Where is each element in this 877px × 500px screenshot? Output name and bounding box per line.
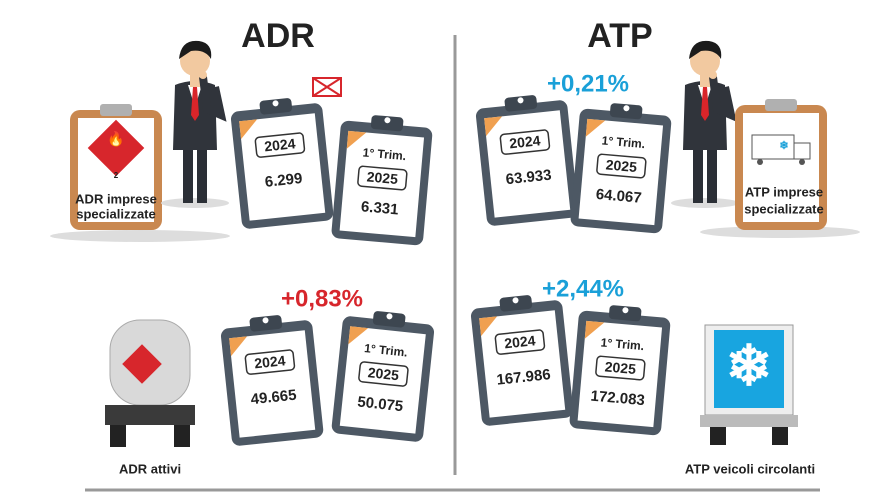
label: ADR attivi xyxy=(119,461,181,476)
value: 167.986 xyxy=(496,366,552,389)
corner xyxy=(584,320,605,339)
corner xyxy=(346,130,367,149)
paper xyxy=(484,110,571,218)
value: 6.299 xyxy=(264,170,303,191)
svg-text:🔥: 🔥 xyxy=(107,131,124,148)
label: ATP veicoli circolanti xyxy=(685,461,815,476)
corner xyxy=(479,316,498,337)
value: 63.933 xyxy=(505,167,552,189)
year: 2024 xyxy=(504,332,537,351)
clip-hole xyxy=(623,105,630,112)
paper xyxy=(479,310,566,418)
reefer-truck: ❄ xyxy=(700,324,798,445)
period: 1° Trim. xyxy=(600,335,645,353)
section-title: ADR xyxy=(241,17,315,55)
value: 172.083 xyxy=(590,388,646,410)
svg-text:❄: ❄ xyxy=(726,334,773,397)
clip xyxy=(504,95,538,112)
clip-hole xyxy=(262,317,269,324)
clip xyxy=(259,98,293,115)
year-box xyxy=(357,165,408,191)
year-box xyxy=(254,132,306,158)
clip-hole xyxy=(386,313,393,320)
corner xyxy=(585,118,606,137)
value: 64.067 xyxy=(595,186,642,207)
clipboard: 1° Trim. 2025 64.067 xyxy=(570,103,672,234)
clipboard: 1° Trim. 2025 172.083 xyxy=(569,305,671,436)
value: 50.075 xyxy=(357,393,404,415)
svg-text:❄: ❄ xyxy=(779,140,788,152)
paper xyxy=(229,330,316,438)
year-box xyxy=(596,153,647,179)
value: 6.331 xyxy=(360,198,399,218)
year-box xyxy=(595,355,646,381)
clip xyxy=(499,295,533,312)
corner xyxy=(239,119,258,140)
label: specializzate xyxy=(744,201,824,216)
label: specializzate xyxy=(76,206,156,221)
corner xyxy=(229,336,248,357)
year-box xyxy=(494,329,546,355)
clip-hole xyxy=(517,97,524,104)
change: +2,44% xyxy=(542,275,624,302)
value: 49.665 xyxy=(250,387,297,409)
year: 2025 xyxy=(604,358,637,377)
clipboard: 1° Trim. 2025 6.331 xyxy=(331,115,433,246)
corner xyxy=(348,326,369,345)
corner xyxy=(484,116,503,137)
clipboard: 1° Trim. 2025 50.075 xyxy=(331,311,435,442)
period: 1° Trim. xyxy=(601,133,646,151)
adr-board: 🔥 2 ADR imprese specializzate xyxy=(50,104,230,242)
image-placeholder xyxy=(312,77,342,97)
clip-hole xyxy=(272,100,279,107)
year-box xyxy=(358,361,409,387)
clip xyxy=(608,305,642,322)
atp-board: ❄ ATP imprese specializzate xyxy=(700,99,860,238)
period: 1° Trim. xyxy=(362,145,407,163)
change: +0,21% xyxy=(547,70,629,97)
clip xyxy=(249,315,283,332)
label: ATP imprese xyxy=(745,184,823,199)
clipboard: 2024 49.665 xyxy=(220,315,324,446)
clip-hole xyxy=(512,297,519,304)
year: 2025 xyxy=(605,156,638,175)
year: 2024 xyxy=(264,135,297,154)
label: ADR imprese xyxy=(75,191,157,206)
clip-hole xyxy=(622,307,629,314)
year: 2025 xyxy=(367,364,400,383)
clip xyxy=(609,103,643,120)
year-box xyxy=(499,129,551,155)
paper xyxy=(239,113,326,221)
change: +0,83% xyxy=(281,285,363,312)
year: 2024 xyxy=(254,352,287,371)
man-figure xyxy=(161,41,229,208)
man-figure xyxy=(671,41,739,208)
clipboard: 2024 167.986 xyxy=(470,295,574,426)
period: 1° Trim. xyxy=(364,341,409,359)
year: 2025 xyxy=(366,168,399,187)
year: 2024 xyxy=(509,132,542,151)
clipboard: 2024 6.299 xyxy=(230,98,334,229)
year-box xyxy=(244,349,296,375)
hazard-class: 2 xyxy=(114,171,119,180)
clip xyxy=(372,311,406,328)
clip-hole xyxy=(384,117,391,124)
section-title: ATP xyxy=(587,17,652,55)
clipboard: 2024 63.933 xyxy=(475,95,579,226)
tanker-truck xyxy=(105,319,195,447)
